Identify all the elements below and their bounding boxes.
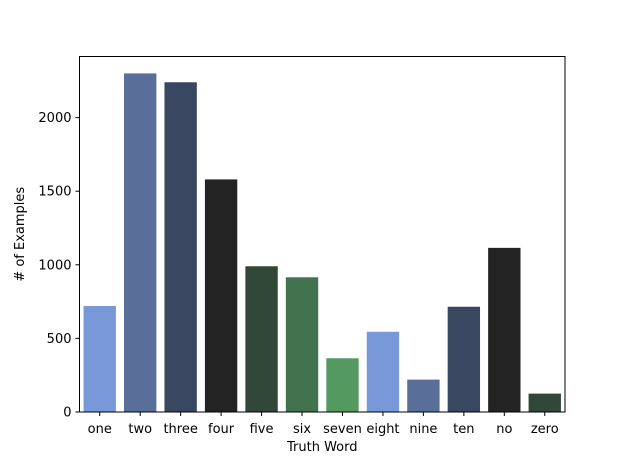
y-tick-label: 1000 xyxy=(38,258,71,273)
bar-no xyxy=(488,247,521,412)
x-axis-label: Truth Word xyxy=(286,440,358,455)
bar-zero xyxy=(528,393,561,412)
bars xyxy=(83,73,561,413)
x-tick-label: one xyxy=(88,422,112,437)
bar-six xyxy=(285,277,319,412)
x-tick-label: seven xyxy=(323,422,362,437)
bar-nine xyxy=(407,379,440,412)
y-axis-label: # of Examples xyxy=(13,187,28,282)
x-tick-label: three xyxy=(163,422,197,437)
y-tick-label: 1500 xyxy=(38,185,71,200)
bar-three xyxy=(164,82,197,413)
bar-one xyxy=(83,306,116,412)
x-axis-ticks: one two three four five six seven eight nine ten n… xyxy=(88,412,559,437)
bar-four xyxy=(204,179,238,412)
x-tick-label: ten xyxy=(453,422,474,437)
x-tick-label: four xyxy=(208,422,235,437)
bar-five xyxy=(245,266,278,412)
plot-frame xyxy=(79,56,566,413)
y-axis-ticks: 0 500 1000 1500 2000 xyxy=(38,111,80,421)
y-tick-label: 0 xyxy=(63,406,71,421)
bar-two xyxy=(124,73,157,412)
x-tick-label: no xyxy=(496,422,512,437)
x-tick-label: nine xyxy=(409,422,437,437)
bar-eight xyxy=(366,331,400,412)
y-tick-label: 2000 xyxy=(38,111,71,126)
x-tick-label: two xyxy=(128,422,152,437)
bar-seven xyxy=(326,358,359,412)
x-tick-label: zero xyxy=(531,422,559,437)
bar-ten xyxy=(447,306,481,412)
x-tick-label: eight xyxy=(366,422,399,437)
x-tick-label: five xyxy=(250,422,274,437)
x-tick-label: six xyxy=(293,422,311,437)
y-tick-label: 500 xyxy=(47,332,72,347)
